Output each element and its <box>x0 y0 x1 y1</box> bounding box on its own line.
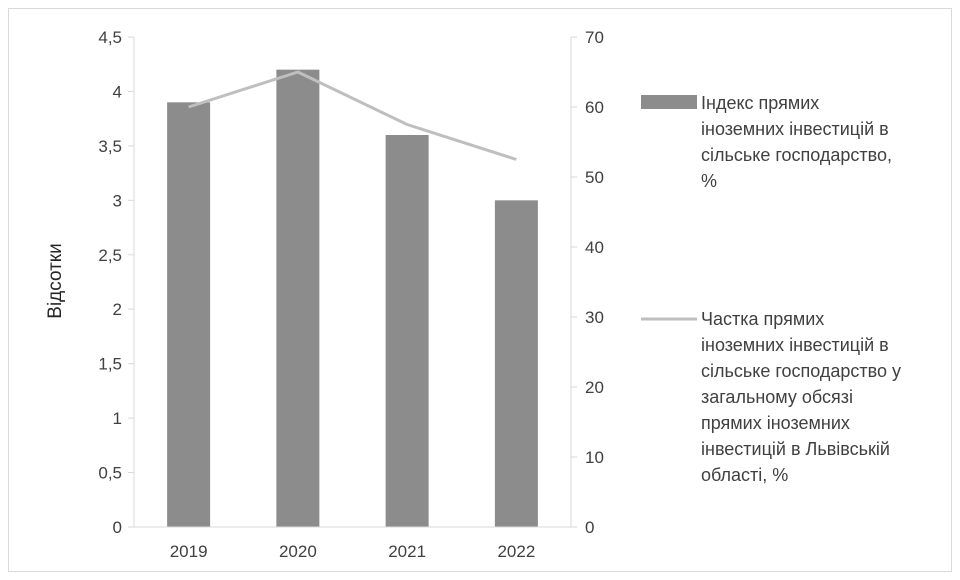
bar <box>494 200 538 528</box>
plot-area: 0 0,5 1 1,5 2 2,5 3 3,5 4 4,5 0 10 20 30 40 50 60 70 2019 2… <box>98 28 604 561</box>
y2-tick-label: 60 <box>585 98 604 117</box>
bar <box>385 135 429 527</box>
series-line <box>188 70 517 161</box>
x-tick-label: 2022 <box>497 542 535 561</box>
y-tick-label: 0 <box>113 518 122 537</box>
legend-swatch-bar <box>641 95 697 109</box>
legend-label-line: іноземних інвестицій в <box>701 335 889 355</box>
y2-tick-label: 20 <box>585 378 604 397</box>
legend-label-line: прямих іноземних <box>701 413 850 433</box>
y2-tick-label: 70 <box>585 28 604 47</box>
y-axis-title: Відсотки <box>45 243 66 318</box>
y2-tick-label: 0 <box>585 518 594 537</box>
legend-label-bar: Індекс прямих <box>701 93 819 113</box>
y-tick-label: 0,5 <box>98 464 122 483</box>
bar <box>276 69 320 527</box>
legend-label-bar: % <box>701 171 717 191</box>
legend-label-line: інвестицій в Львівській <box>701 439 890 459</box>
legend-label-bar: сільське господарство, <box>701 145 892 165</box>
legend-label-bar: іноземних інвестицій в <box>701 119 889 139</box>
legend-label-line: сільське господарство у <box>701 361 901 381</box>
y-tick-label: 2,5 <box>98 246 122 265</box>
y-tick-label: 1,5 <box>98 355 122 374</box>
x-tick-label: 2019 <box>170 542 208 561</box>
y2-tick-label: 50 <box>585 168 604 187</box>
y-tick-label: 4,5 <box>98 28 122 47</box>
y-tick-label: 2 <box>113 300 122 319</box>
y-tick-label: 1 <box>113 409 122 428</box>
y2-tick-label: 10 <box>585 448 604 467</box>
chart: Відсотки 0 0,5 1 1,5 2 2,5 3 3,5 4 4,5 0 10 20 30 40 50… <box>45 28 901 561</box>
y2-tick-label: 40 <box>585 238 604 257</box>
chart-frame: Відсотки 0 0,5 1 1,5 2 2,5 3 3,5 4 4,5 0 10 20 30 40 50… <box>8 8 952 572</box>
y-tick-label: 4 <box>113 82 122 101</box>
legend-label-line: області, % <box>701 465 788 485</box>
x-tick-label: 2021 <box>388 542 426 561</box>
y2-tick-label: 30 <box>585 308 604 327</box>
y-tick-label: 3,5 <box>98 137 122 156</box>
y-tick-label: 3 <box>113 191 122 210</box>
legend-label-line: Частка прямих <box>701 309 824 329</box>
legend: Індекс прямих іноземних інвестицій в сільс… <box>641 93 901 485</box>
legend-label-line: загальному обсязі <box>701 387 853 407</box>
bar <box>167 102 211 527</box>
x-tick-label: 2020 <box>279 542 317 561</box>
